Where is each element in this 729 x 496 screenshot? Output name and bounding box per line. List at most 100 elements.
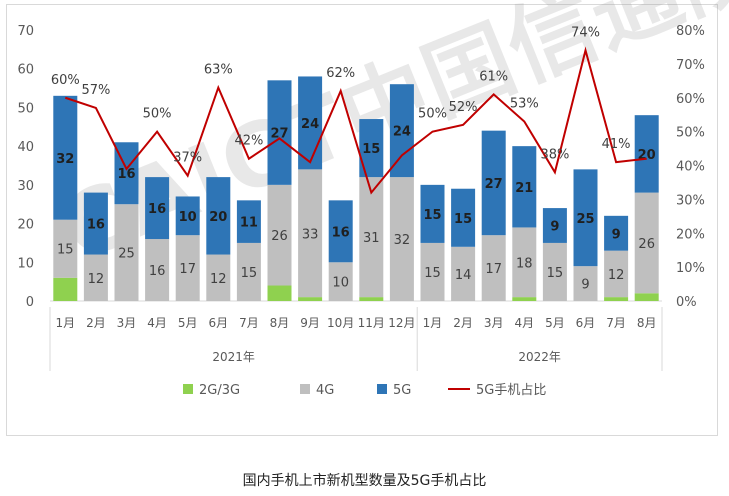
bar-data-label: 15 <box>241 266 258 281</box>
bar-4g-segment <box>83 254 108 301</box>
line-data-label: 41% <box>602 137 631 152</box>
line-data-label: 63% <box>204 63 233 78</box>
bar-data-label: 17 <box>485 262 502 277</box>
y-left-tick-label: 30 <box>17 179 34 194</box>
x-tick-label: 4月 <box>147 316 167 330</box>
bar-data-label: 15 <box>547 266 564 281</box>
bar-data-label: 15 <box>57 243 74 258</box>
y-left-tick-label: 0 <box>26 295 34 310</box>
bar-2g-3g-segment <box>298 297 323 301</box>
bar-data-label: 16 <box>148 202 166 217</box>
line-data-label: 50% <box>418 107 447 122</box>
y-right-tick-label: 60% <box>676 92 705 107</box>
bar-5g-segment <box>481 130 506 236</box>
bar-data-label: 26 <box>271 229 288 244</box>
x-tick-label: 7月 <box>239 316 259 330</box>
chart-caption: 国内手机上市新机型数量及5G手机占比 <box>242 473 487 489</box>
bar-data-label: 9 <box>612 227 621 242</box>
bar-2g-3g-segment <box>512 297 537 301</box>
x-tick-label: 6月 <box>208 316 228 330</box>
year-label: 2021年 <box>212 350 255 364</box>
y-left-tick-label: 60 <box>17 63 34 78</box>
bar-data-label: 11 <box>240 216 258 231</box>
bar-data-label: 16 <box>87 218 105 233</box>
y-right-tick-label: 0% <box>676 295 697 310</box>
bar-4g-segment <box>236 242 261 301</box>
line-data-label: 62% <box>326 66 355 81</box>
x-tick-label: 8月 <box>270 316 290 330</box>
bar-data-label: 20 <box>638 148 656 163</box>
line-data-label: 37% <box>173 151 202 166</box>
y-right-tick-label: 70% <box>676 58 705 73</box>
y-right-tick-label: 80% <box>676 24 705 39</box>
y-left-tick-label: 70 <box>17 24 34 39</box>
x-tick-label: 12月 <box>388 316 415 330</box>
x-tick-label: 3月 <box>117 316 137 330</box>
bar-data-label: 32 <box>394 233 411 248</box>
bar-4g-segment <box>206 254 231 301</box>
bar-data-label: 27 <box>485 177 503 192</box>
y-right-tick-label: 20% <box>676 227 705 242</box>
legend-swatch <box>377 384 387 394</box>
y-left-tick-label: 20 <box>17 218 34 233</box>
bar-data-label: 9 <box>550 220 559 235</box>
x-tick-label: 2月 <box>453 316 473 330</box>
year-label: 2022年 <box>518 350 561 364</box>
bar-5g-segment <box>53 95 78 220</box>
chart: 0 10 20 30 40 50 60 70 0% 10% 20% 30% 40% 50% 60% 70% 80… <box>17 24 705 398</box>
bar-4g-segment <box>114 204 139 301</box>
bar-data-label: 32 <box>56 152 74 167</box>
bar-4g-segment <box>53 219 78 278</box>
y-left-tick-label: 50 <box>17 101 34 116</box>
line-data-label: 74% <box>571 25 600 40</box>
line-data-label: 38% <box>540 147 569 162</box>
bar-4g-segment <box>451 246 476 301</box>
bar-data-label: 15 <box>424 266 441 281</box>
x-tick-label: 11月 <box>358 316 385 330</box>
line-data-label: 61% <box>479 69 508 84</box>
bar-data-label: 31 <box>363 231 380 246</box>
bar-5g-segment <box>298 76 323 170</box>
legend-swatch <box>183 384 193 394</box>
bar-data-label: 18 <box>516 256 533 271</box>
bar-data-label: 15 <box>423 208 441 223</box>
bar-4g-segment <box>145 239 170 301</box>
bar-4g-segment <box>604 250 629 298</box>
bar-data-label: 12 <box>88 272 105 287</box>
x-tick-label: 3月 <box>484 316 504 330</box>
bar-4g-segment <box>542 242 567 301</box>
bar-data-label: 25 <box>118 247 135 262</box>
bar-4g-segment <box>328 262 353 301</box>
bar-data-label: 16 <box>332 225 350 240</box>
x-tick-label: 8月 <box>637 316 657 330</box>
bar-data-label: 33 <box>302 227 319 242</box>
bar-data-label: 24 <box>393 125 411 140</box>
bar-2g-3g-segment <box>359 297 384 301</box>
bar-4g-segment <box>267 184 292 286</box>
bar-data-label: 21 <box>515 181 533 196</box>
bar-data-label: 14 <box>455 268 472 283</box>
bar-5g-segment <box>236 200 261 243</box>
y-right-tick-label: 40% <box>676 160 705 175</box>
x-tick-label: 2月 <box>86 316 106 330</box>
bar-4g-segment <box>298 169 323 298</box>
bar-2g-3g-segment <box>634 293 659 301</box>
bar-data-label: 9 <box>581 278 589 293</box>
bar-data-label: 12 <box>608 268 625 283</box>
bar-5g-segment <box>604 215 629 251</box>
bar-data-label: 24 <box>301 117 319 132</box>
y-right-tick-label: 10% <box>676 261 705 276</box>
legend-label: 2G/3G <box>199 383 240 398</box>
x-tick-label: 9月 <box>300 316 320 330</box>
legend-swatch <box>300 384 310 394</box>
bar-data-label: 16 <box>149 264 166 279</box>
bar-5g-segment <box>83 192 108 255</box>
bar-data-label: 16 <box>117 167 135 182</box>
y-right-tick-label: 50% <box>676 126 705 141</box>
bar-4g-segment <box>573 266 598 301</box>
legend-label: 5G <box>393 383 411 398</box>
x-tick-label: 6月 <box>576 316 596 330</box>
bar-5g-segment <box>328 200 353 263</box>
bar-2g-3g-segment <box>53 277 78 301</box>
x-tick-label: 5月 <box>178 316 198 330</box>
